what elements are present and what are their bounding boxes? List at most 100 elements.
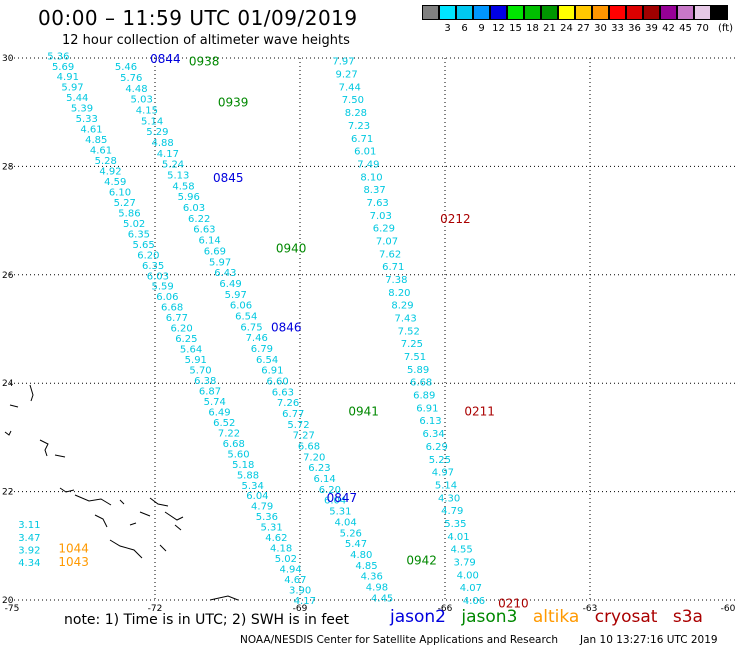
track-1: 5.365.694.915.975.445.395.334.614.854.61… (47, 51, 316, 607)
wave-height-value: 5.27 (114, 198, 136, 209)
legend-swatch (711, 5, 728, 20)
wave-height-value: 4.30 (438, 493, 460, 504)
wave-height-value: 7.46 (246, 333, 268, 344)
wave-height-value: 5.33 (76, 114, 98, 125)
wave-height-value: 5.25 (429, 455, 451, 466)
wave-height-value: 5.24 (162, 160, 184, 171)
legend-label: 27 (577, 23, 590, 34)
wave-height-value: 5.47 (345, 539, 367, 550)
track-3: 7.97 9.277.44 7.50 8.28 7.23 6.71 6.017.49 8.10… (332, 57, 485, 607)
wave-height-value: 6.06 (230, 301, 252, 312)
wave-height-value: 8.20 (388, 288, 410, 299)
wave-height-value: 6.68 (410, 378, 432, 389)
wave-height-value: 6.68 (223, 439, 245, 450)
pass-time-0939: 0939 (218, 95, 249, 109)
legend-label: 6 (461, 23, 468, 34)
coastline-islands (4, 384, 239, 601)
legend-label: 12 (492, 23, 505, 34)
wave-height-value: 3.47 (18, 533, 40, 544)
x-tick-label: -75 (5, 604, 20, 614)
wave-height-value: 8.10 (360, 172, 382, 183)
wave-height-value: 6.63 (193, 225, 215, 236)
altimeter-tracks: 5.365.694.915.975.445.395.334.614.854.61… (18, 51, 485, 607)
legend-swatch (592, 5, 609, 20)
legend-swatch (541, 5, 558, 20)
wave-height-value: 6.68 (298, 442, 320, 453)
wave-height-value: 7.25 (401, 339, 423, 350)
y-tick-label: 24 (2, 379, 14, 389)
page-title: 00:00 – 11:59 UTC 01/09/2019 (38, 6, 358, 30)
wave-height-value: 6.29 (373, 224, 395, 235)
wave-height-value: 6.71 (382, 262, 404, 273)
legend-swatch (660, 5, 677, 20)
pass-time-0942: 0942 (406, 553, 437, 567)
s3a-label: s3a (672, 607, 703, 627)
y-tick-label: 20 (2, 596, 14, 606)
wave-height-value: 8.28 (345, 108, 367, 119)
wave-height-value: 6.03 (183, 203, 205, 214)
legend-swatch (439, 5, 456, 20)
legend-label: 45 (679, 23, 692, 34)
wave-height-value: 5.70 (189, 366, 211, 377)
pass-time-1043: 1043 (58, 555, 89, 569)
legend-label: 70 (696, 23, 709, 34)
legend-swatch (456, 5, 473, 20)
wave-height-value: 5.86 (118, 208, 140, 219)
wave-height-value: 7.51 (404, 352, 426, 363)
wave-height-value: 4.36 (361, 572, 383, 583)
wave-height-value: 5.14 (435, 480, 457, 491)
x-tick-label: -63 (583, 604, 598, 614)
wave-height-value: 5.31 (261, 523, 283, 534)
wave-height-value: 6.25 (175, 334, 197, 345)
wave-height-value: 5.59 (151, 282, 173, 293)
legend-label: 33 (611, 23, 624, 34)
wave-height-value: 6.35 (128, 229, 150, 240)
wave-height-value: 6.04 (246, 491, 268, 502)
wave-height-value: 7.49 (357, 159, 379, 170)
wave-height-value: 5.60 (227, 449, 249, 460)
wave-height-value: 7.22 (218, 428, 240, 439)
legend-swatch (473, 5, 490, 20)
wave-height-value: 5.74 (204, 397, 226, 408)
wave-height-value: 5.35 (444, 519, 466, 530)
wave-height-value: 7.26 (277, 398, 299, 409)
legend-label: 3 (444, 23, 451, 34)
wave-height-value: 4.01 (447, 532, 469, 543)
wave-height-value: 4.00 (457, 570, 479, 581)
track-4: 3.11 3.473.92 4.34 (18, 520, 40, 569)
y-tick-label: 22 (2, 488, 13, 498)
wave-height-value: 4.06 (463, 596, 485, 607)
jason3-label: jason3 (461, 607, 518, 627)
legend-label: 30 (594, 23, 607, 34)
page-subtitle: 12 hour collection of altimeter wave hei… (62, 33, 350, 48)
wave-height-value: 5.97 (209, 257, 231, 268)
pass-time-0844: 0844 (150, 52, 181, 66)
wave-height-value: 3.11 (18, 520, 40, 531)
wave-height-value: 6.54 (235, 311, 257, 322)
wave-height-value: 4.88 (151, 138, 173, 149)
legend-label: 18 (526, 23, 539, 34)
wave-height-value: 5.02 (275, 554, 297, 565)
footer-note: note: 1) Time is in UTC; 2) SWH is in fe… (64, 612, 350, 628)
wave-height-value: 7.43 (395, 314, 417, 325)
wave-height-value: 6.20 (137, 250, 159, 261)
wave-height-value: 8.37 (363, 185, 385, 196)
wave-height-value: 4.58 (172, 181, 194, 192)
y-tick-label: 28 (2, 162, 14, 172)
wave-height-value: 4.17 (294, 596, 316, 607)
legend-swatch (677, 5, 694, 20)
wave-height-value: 4.15 (136, 105, 158, 116)
wave-height-value: 6.34 (422, 429, 444, 440)
wave-height-value: 6.75 (240, 322, 262, 333)
wave-height-value: 6.77 (282, 409, 304, 420)
wave-height-value: 4.17 (157, 149, 179, 160)
wave-height-value: 6.91 (261, 366, 283, 377)
wave-height-value: 5.89 (407, 365, 429, 376)
pass-time-0847: 0847 (327, 491, 358, 505)
wave-height-value: 6.87 (199, 386, 221, 397)
legend-swatch (490, 5, 507, 20)
wave-height-value: 5.64 (180, 345, 202, 356)
wave-height-value: 6.29 (426, 442, 448, 453)
wave-height-value: 6.10 (109, 187, 131, 198)
